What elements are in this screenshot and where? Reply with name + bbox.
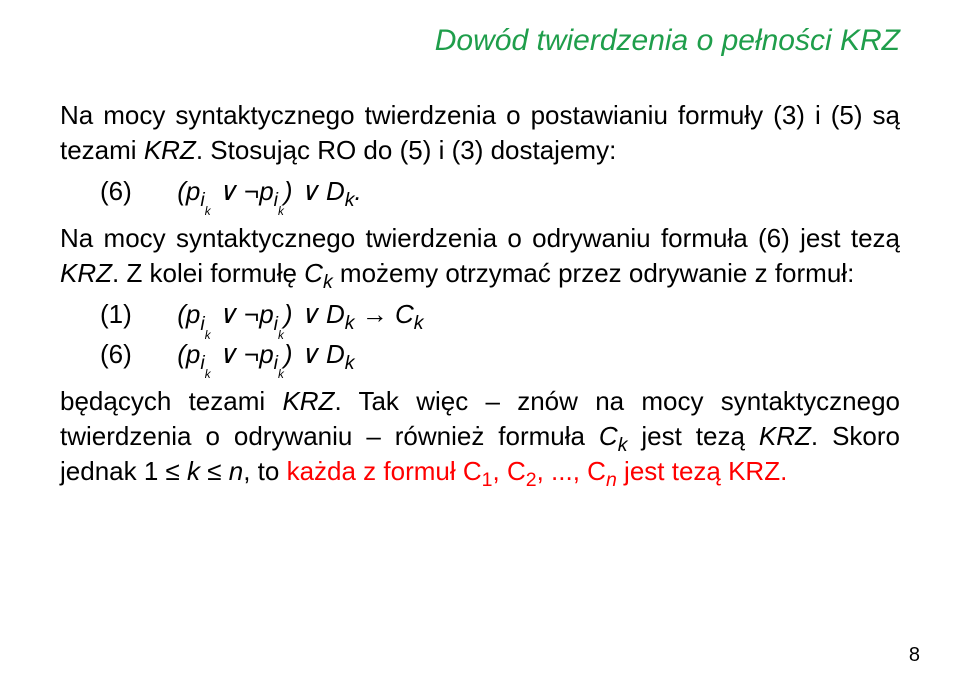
p2-Ck: Ck — [304, 258, 333, 288]
p3-red-c: , ..., C — [537, 456, 606, 486]
p3-red-d: jest tezą KRZ. — [617, 456, 788, 486]
p3-sub2: 2 — [526, 469, 537, 491]
p3-krz-1: KRZ — [282, 386, 334, 416]
p2-text-a: Na mocy syntaktycznego twierdzenia o odr… — [60, 223, 900, 253]
p3-text-h: , to — [243, 456, 286, 486]
p3-Ck: Ck — [599, 421, 628, 451]
p3-n: n — [229, 456, 243, 486]
paragraph-2: Na mocy syntaktycznego twierdzenia o odr… — [60, 221, 900, 291]
paragraph-1: Na mocy syntaktycznego twierdzenia o pos… — [60, 98, 900, 168]
page-title: Dowód twierdzenia o pełności KRZ — [60, 24, 900, 58]
p3-red-a: każda z formuł C — [287, 456, 482, 486]
p1-text-c: . Stosując RO do (5) i (3) dostajemy: — [196, 135, 616, 165]
formula-1-body: (pik ∨ ¬pik) ∨ Dk → Ck — [177, 299, 423, 329]
p1-krz: KRZ — [144, 135, 196, 165]
p3-subn: n — [606, 469, 617, 491]
title-text: Dowód twierdzenia o pełności KRZ — [435, 24, 900, 57]
p3-red-b: , C — [493, 456, 526, 486]
p2-text-d: możemy otrzymać przez odrywanie z formuł… — [333, 258, 855, 288]
formula-6-body: (pik ∨ ¬pik) ∨ Dk. — [177, 176, 362, 206]
formula-6b-num: (6) — [100, 337, 170, 372]
p2-text-c: . Z kolei formułę — [112, 258, 304, 288]
formula-6b-body: (pik ∨ ¬pik) ∨ Dk — [177, 339, 354, 369]
p3-text-a: będących tezami — [60, 386, 282, 416]
formula-6: (6) (pik ∨ ¬pik) ∨ Dk. — [100, 174, 900, 209]
p3-sub1: 1 — [482, 469, 493, 491]
p3-text-g: ≤ — [200, 456, 229, 486]
p2-krz: KRZ — [60, 258, 112, 288]
formula-6b: (6) (pik ∨ ¬pik) ∨ Dk — [100, 337, 900, 372]
p3-krz-2: KRZ — [759, 421, 811, 451]
p3-text-d: jest tezą — [627, 421, 758, 451]
paragraph-3: będących tezami KRZ. Tak więc – znów na … — [60, 384, 900, 489]
formula-1-num: (1) — [100, 297, 170, 332]
page-number: 8 — [909, 644, 920, 667]
formula-1: (1) (pik ∨ ¬pik) ∨ Dk → Ck — [100, 297, 900, 332]
p3-red-span: każda z formuł C1, C2, ..., Cn jest tezą… — [287, 456, 788, 486]
p3-k: k — [187, 456, 200, 486]
formula-6-num: (6) — [100, 174, 170, 209]
